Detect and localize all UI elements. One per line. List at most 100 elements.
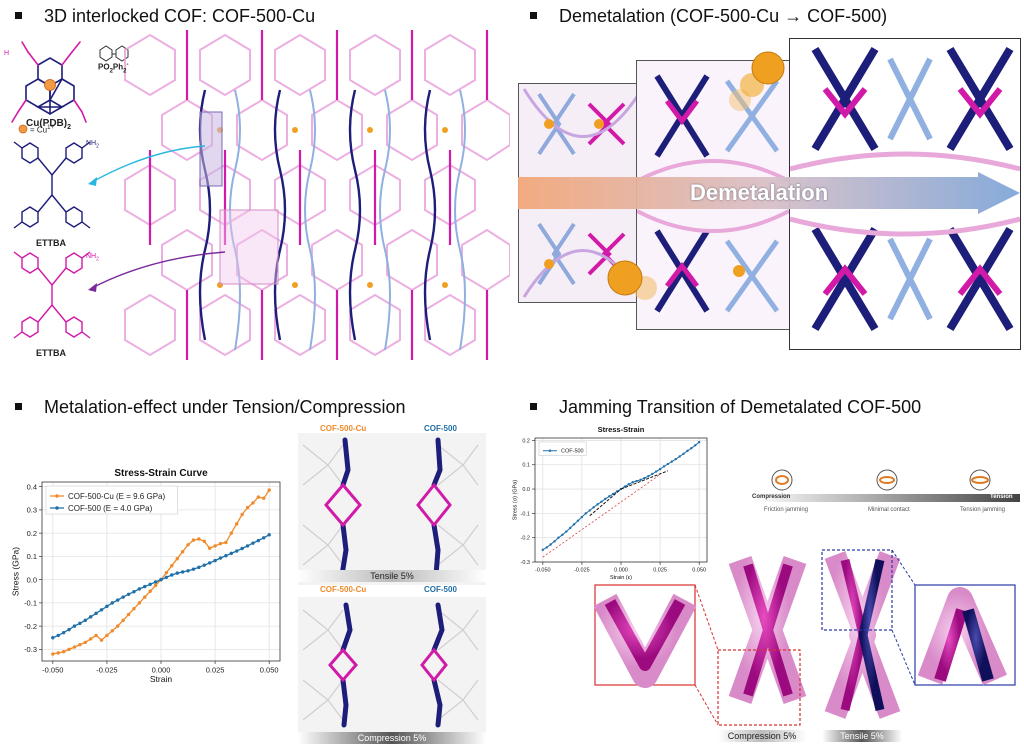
data-point — [245, 544, 250, 548]
data-point — [202, 539, 206, 543]
data-point — [694, 444, 697, 447]
data-point — [224, 540, 228, 545]
snapshot-label-cof-bottom: COF-500 — [424, 585, 457, 594]
legend-entry: COF-500-Cu (E = 9.6 GPa) — [68, 492, 165, 501]
cu-pdb-label: Cu(PDB)2 — [26, 118, 72, 131]
y-tick-label: -0.2 — [24, 622, 37, 631]
data-point — [262, 536, 266, 540]
data-point — [83, 640, 87, 645]
data-point — [180, 570, 185, 574]
legend-marker — [55, 506, 59, 510]
data-point — [121, 595, 125, 599]
data-point — [132, 606, 136, 611]
data-point — [121, 618, 125, 623]
legend-marker — [548, 449, 552, 452]
cu-ion-icon — [44, 79, 56, 91]
data-point — [240, 512, 244, 517]
data-point — [565, 530, 568, 533]
section-title-jamming: Jamming Transition of Demetalated COF-50… — [530, 397, 921, 418]
compression-caption: Compression 5% — [298, 732, 486, 744]
data-point — [627, 482, 631, 486]
data-point — [267, 488, 271, 492]
data-point — [94, 633, 98, 638]
ettba-label-navy: ETTBA — [36, 238, 66, 248]
friction-jamming-label: Friction jamming — [764, 507, 809, 513]
ettba-navy-molecule — [13, 141, 91, 229]
data-point — [608, 495, 611, 498]
data-point — [588, 509, 591, 512]
data-point — [51, 652, 55, 656]
phosphinate-icon — [99, 45, 129, 62]
data-point — [110, 601, 115, 605]
data-point — [658, 467, 662, 471]
x-tick-label: -0.050 — [42, 666, 63, 675]
data-point — [553, 540, 556, 543]
data-point — [635, 479, 638, 483]
x-axis-label: Strain — [150, 674, 172, 684]
jamming-schematic — [752, 469, 1020, 502]
x-tick-label: -0.050 — [535, 568, 551, 574]
data-point — [545, 546, 548, 549]
compression-axis-label: Compression — [752, 494, 791, 500]
y-tick-label: -0.1 — [521, 511, 530, 517]
x-tick-label: 0.025 — [206, 666, 225, 675]
data-point — [105, 604, 109, 609]
data-point — [643, 476, 646, 480]
data-point — [235, 522, 239, 526]
x-tick-label: 0.000 — [152, 666, 171, 675]
data-point — [245, 505, 250, 510]
cof-structure-figure — [11, 30, 510, 360]
data-point — [229, 531, 234, 535]
data-point — [224, 553, 228, 558]
data-point — [235, 549, 239, 553]
y-tick-label: -0.3 — [521, 560, 530, 566]
data-point — [72, 645, 77, 649]
data-point — [72, 624, 77, 628]
data-point — [572, 523, 576, 526]
bullet-icon — [530, 402, 537, 410]
arrow-icon — [91, 145, 206, 183]
legend-box — [45, 485, 178, 515]
data-point — [666, 462, 670, 466]
counter-ion-label: PO2Ph2- — [98, 62, 129, 75]
data-point — [557, 536, 560, 539]
data-point — [51, 636, 55, 640]
data-point — [541, 548, 545, 552]
chart-title: Stress-Strain Curve — [114, 468, 208, 479]
arrowhead-icon — [88, 283, 97, 292]
data-point — [88, 637, 93, 641]
data-point — [631, 481, 634, 484]
data-point — [596, 503, 599, 506]
data-point — [94, 611, 98, 616]
y-axis-label: Stress (GPa) — [11, 547, 21, 596]
legend-marker — [55, 494, 59, 498]
arrow-icon — [91, 251, 226, 289]
section-title-demetalation: Demetalation (COF-500-Cu → COF-500) — [530, 6, 887, 27]
y-tick-label: 0.3 — [27, 506, 37, 515]
ettba-label-magenta: ETTBA — [36, 348, 66, 358]
data-point — [175, 557, 179, 561]
data-point — [78, 643, 82, 647]
data-point — [61, 650, 66, 654]
data-point — [126, 592, 131, 596]
chart-title: Stress-Strain — [598, 425, 645, 434]
data-point — [251, 541, 255, 545]
tension-jamming-label: Tension jamming — [960, 507, 1006, 513]
cu-ions-leaving — [607, 51, 785, 300]
y-tick-label: 0.4 — [27, 482, 37, 491]
data-point — [262, 496, 266, 500]
data-point — [67, 627, 71, 632]
data-point — [561, 533, 564, 536]
cu-ion-label: = Cu1+ — [30, 125, 54, 135]
bullet-icon — [15, 11, 22, 19]
data-point — [88, 615, 93, 619]
section-title-metalation-effect: Metalation-effect under Tension/Compress… — [15, 397, 406, 418]
data-point — [207, 561, 212, 565]
data-point — [78, 621, 82, 626]
data-point — [61, 630, 66, 635]
data-point — [170, 563, 174, 568]
x-tick-label: 0.050 — [260, 666, 279, 675]
data-point — [662, 465, 666, 468]
data-point — [153, 580, 158, 584]
data-point — [116, 624, 120, 628]
